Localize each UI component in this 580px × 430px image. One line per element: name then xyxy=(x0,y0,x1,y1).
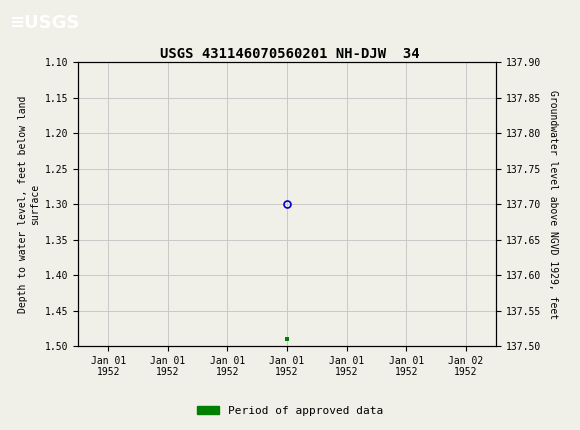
Text: USGS 431146070560201 NH-DJW  34: USGS 431146070560201 NH-DJW 34 xyxy=(160,47,420,61)
Y-axis label: Groundwater level above NGVD 1929, feet: Groundwater level above NGVD 1929, feet xyxy=(548,90,558,319)
Y-axis label: Depth to water level, feet below land
surface: Depth to water level, feet below land su… xyxy=(18,95,39,313)
Legend: Period of approved data: Period of approved data xyxy=(193,401,387,420)
Text: ≡USGS: ≡USGS xyxy=(9,14,79,31)
